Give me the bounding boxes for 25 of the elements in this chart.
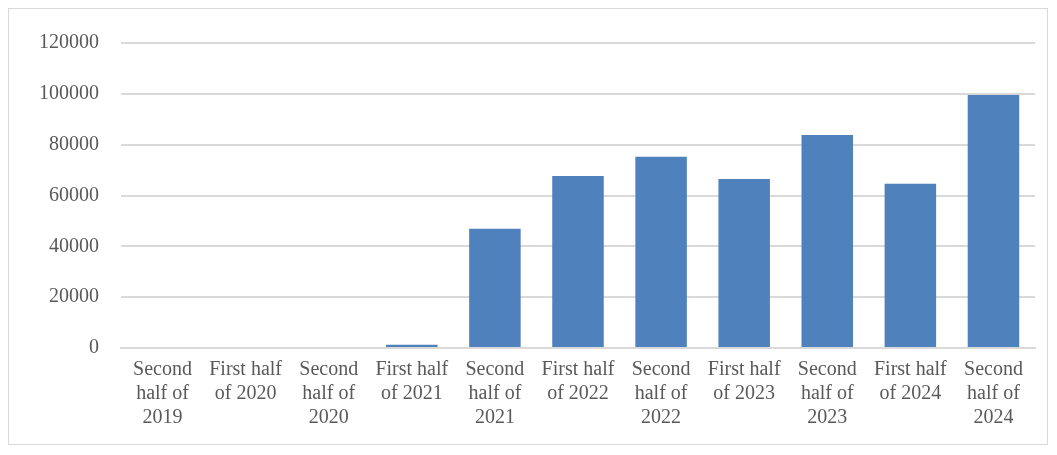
x-tick-label: First half of 2024 — [873, 357, 948, 404]
y-tick-label: 100000 — [39, 81, 99, 104]
x-tick-label: Second half of 2023 — [797, 357, 857, 428]
x-tick-label: First half of 2022 — [541, 357, 615, 404]
x-tick-label: Second half of 2021 — [465, 357, 525, 428]
bar — [967, 95, 1020, 347]
y-tick-label: 80000 — [49, 131, 99, 154]
y-tick-label: 40000 — [49, 233, 99, 256]
x-tick-label: Second half of 2024 — [964, 357, 1023, 428]
x-tick-label: Second half of 2022 — [631, 357, 691, 428]
bar — [469, 228, 521, 347]
bar — [718, 178, 770, 347]
bar — [635, 156, 687, 347]
y-tick-label: 60000 — [49, 182, 99, 205]
x-tick-label: First half of 2021 — [375, 357, 449, 404]
y-tick-label: 0 — [89, 335, 99, 358]
x-tick-label: First half of 2023 — [707, 357, 781, 404]
bar — [552, 175, 604, 347]
x-tick-label: First half of 2020 — [209, 357, 283, 404]
y-tick-label: 20000 — [49, 284, 99, 307]
x-tick-label: Second half of 2019 — [133, 357, 192, 428]
x-tick-label: Second half of 2020 — [299, 357, 359, 428]
y-tick-label: 120000 — [39, 30, 99, 53]
bar — [801, 135, 854, 347]
bar — [884, 183, 937, 347]
